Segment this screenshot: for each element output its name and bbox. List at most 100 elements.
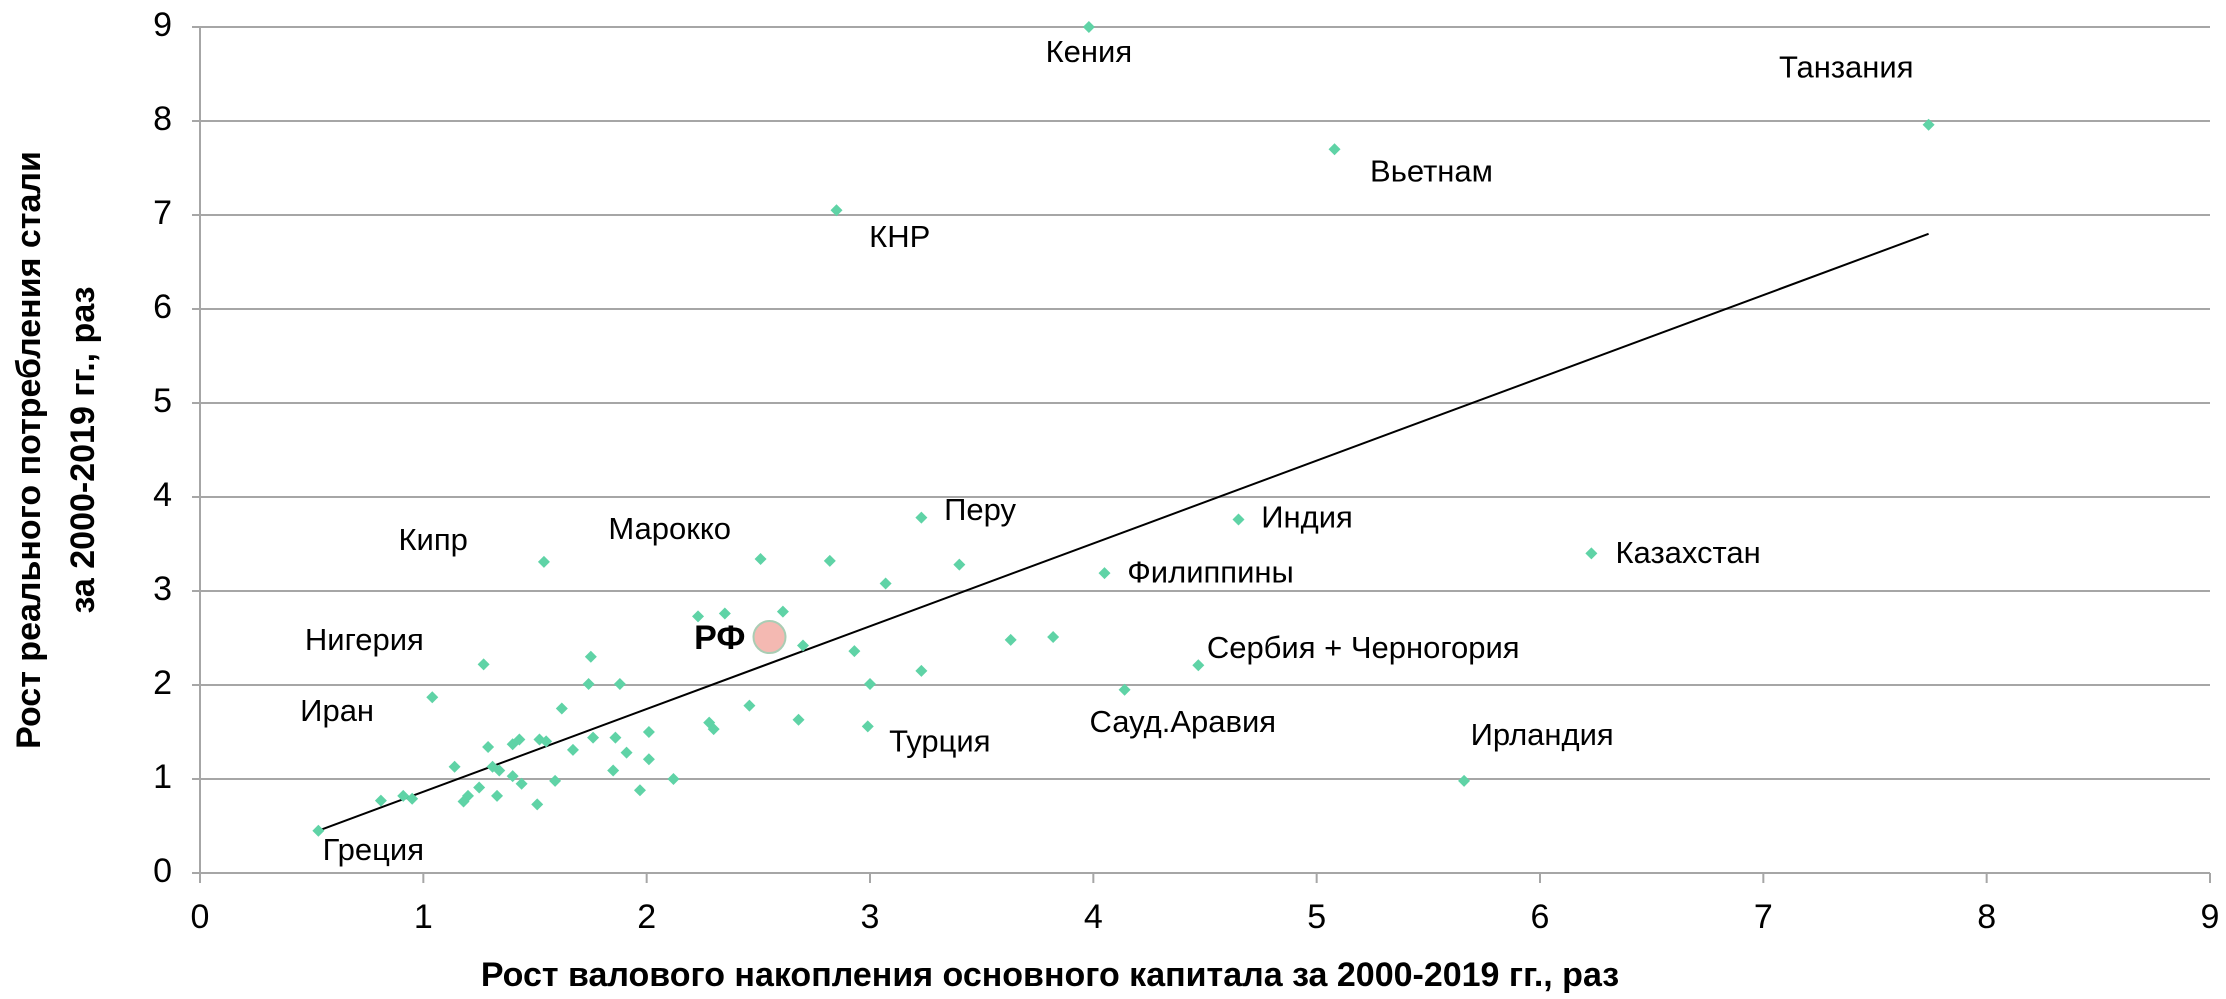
point-label: Марокко (608, 511, 731, 546)
point (864, 678, 876, 691)
point (549, 774, 562, 787)
point-label: Казахстан (1616, 535, 1761, 570)
point-label: Сауд.Аравия (1090, 704, 1277, 739)
y-tick-label: 5 (153, 382, 172, 420)
point (1118, 683, 1131, 696)
point (531, 798, 544, 811)
point-label: КНР (869, 219, 930, 254)
point (1192, 659, 1205, 672)
y-tick-label: 9 (153, 6, 172, 44)
point (491, 789, 504, 802)
point (537, 555, 550, 568)
point (397, 789, 410, 802)
point (607, 764, 620, 777)
x-tick-label: 8 (1977, 898, 1996, 936)
point (848, 645, 861, 658)
point (1082, 21, 1095, 33)
y-tick-label: 6 (153, 288, 172, 326)
y-tick-label: 1 (153, 758, 172, 796)
x-tick-label: 0 (191, 898, 210, 936)
point-label: Ирландия (1471, 717, 1614, 752)
point (613, 678, 626, 691)
point (718, 607, 731, 620)
point (609, 731, 622, 744)
highlight-point (752, 620, 787, 655)
point (582, 678, 595, 691)
point (792, 713, 805, 726)
y-tick-label: 4 (153, 476, 172, 514)
x-tick-label: 5 (1307, 898, 1326, 936)
point (540, 735, 553, 748)
point (457, 795, 470, 808)
point (1098, 567, 1111, 580)
point (493, 764, 506, 777)
point (1458, 774, 1471, 787)
y-axis-title: за 2000-2019 гг., раз (64, 286, 102, 613)
point (915, 664, 928, 677)
point-label: Филиппины (1127, 555, 1294, 590)
point-label: Кения (1046, 34, 1133, 69)
point (861, 720, 874, 733)
point (915, 511, 928, 524)
point-label: Иран (300, 693, 374, 728)
y-tick-label: 3 (153, 570, 172, 608)
point (743, 699, 756, 712)
point (477, 658, 490, 671)
y-tick-label: 7 (153, 194, 172, 232)
point (823, 554, 836, 567)
point-label: РФ (694, 619, 745, 657)
point-label: Перу (944, 492, 1016, 527)
point (692, 610, 705, 623)
point (953, 558, 966, 571)
point (776, 605, 789, 618)
point (426, 691, 439, 704)
point (620, 746, 633, 759)
point (879, 577, 892, 590)
point (707, 723, 720, 736)
point (587, 731, 600, 744)
point-label: Нигерия (305, 622, 424, 657)
x-tick-label: 7 (1754, 898, 1773, 936)
point (566, 743, 579, 756)
x-tick-label: 2 (637, 898, 656, 936)
point (448, 760, 461, 773)
point (642, 753, 655, 766)
point (642, 726, 655, 738)
point (754, 553, 767, 566)
y-tick-label: 8 (153, 100, 172, 138)
point-label: Сербия + Черногория (1207, 630, 1520, 665)
point (374, 794, 387, 807)
point (1328, 143, 1341, 156)
point (555, 702, 568, 715)
point-label: Греция (323, 832, 424, 867)
point (1232, 513, 1245, 526)
point (797, 639, 809, 652)
y-tick-label: 2 (153, 664, 172, 702)
point (473, 781, 486, 794)
point (406, 792, 419, 805)
point-label: Вьетнам (1370, 154, 1493, 189)
point (515, 777, 528, 790)
point-label: Турция (889, 724, 990, 759)
point (1922, 118, 1935, 131)
point (633, 784, 646, 797)
x-tick-label: 9 (2201, 898, 2220, 936)
x-tick-label: 1 (414, 898, 433, 936)
point-label: Кипр (398, 522, 467, 557)
trendline (318, 232, 1929, 832)
point (506, 770, 519, 783)
point (1004, 633, 1017, 646)
point (667, 773, 680, 785)
point (506, 738, 519, 751)
point (830, 204, 843, 217)
x-tick-label: 3 (861, 898, 880, 936)
point-label: Танзания (1779, 50, 1914, 85)
point (1585, 547, 1598, 560)
point (312, 824, 325, 837)
x-tick-label: 4 (1084, 898, 1103, 936)
x-axis-title: Рост валового накопления основного капит… (481, 956, 1619, 994)
point (482, 741, 495, 754)
y-tick-label: 0 (153, 852, 172, 890)
